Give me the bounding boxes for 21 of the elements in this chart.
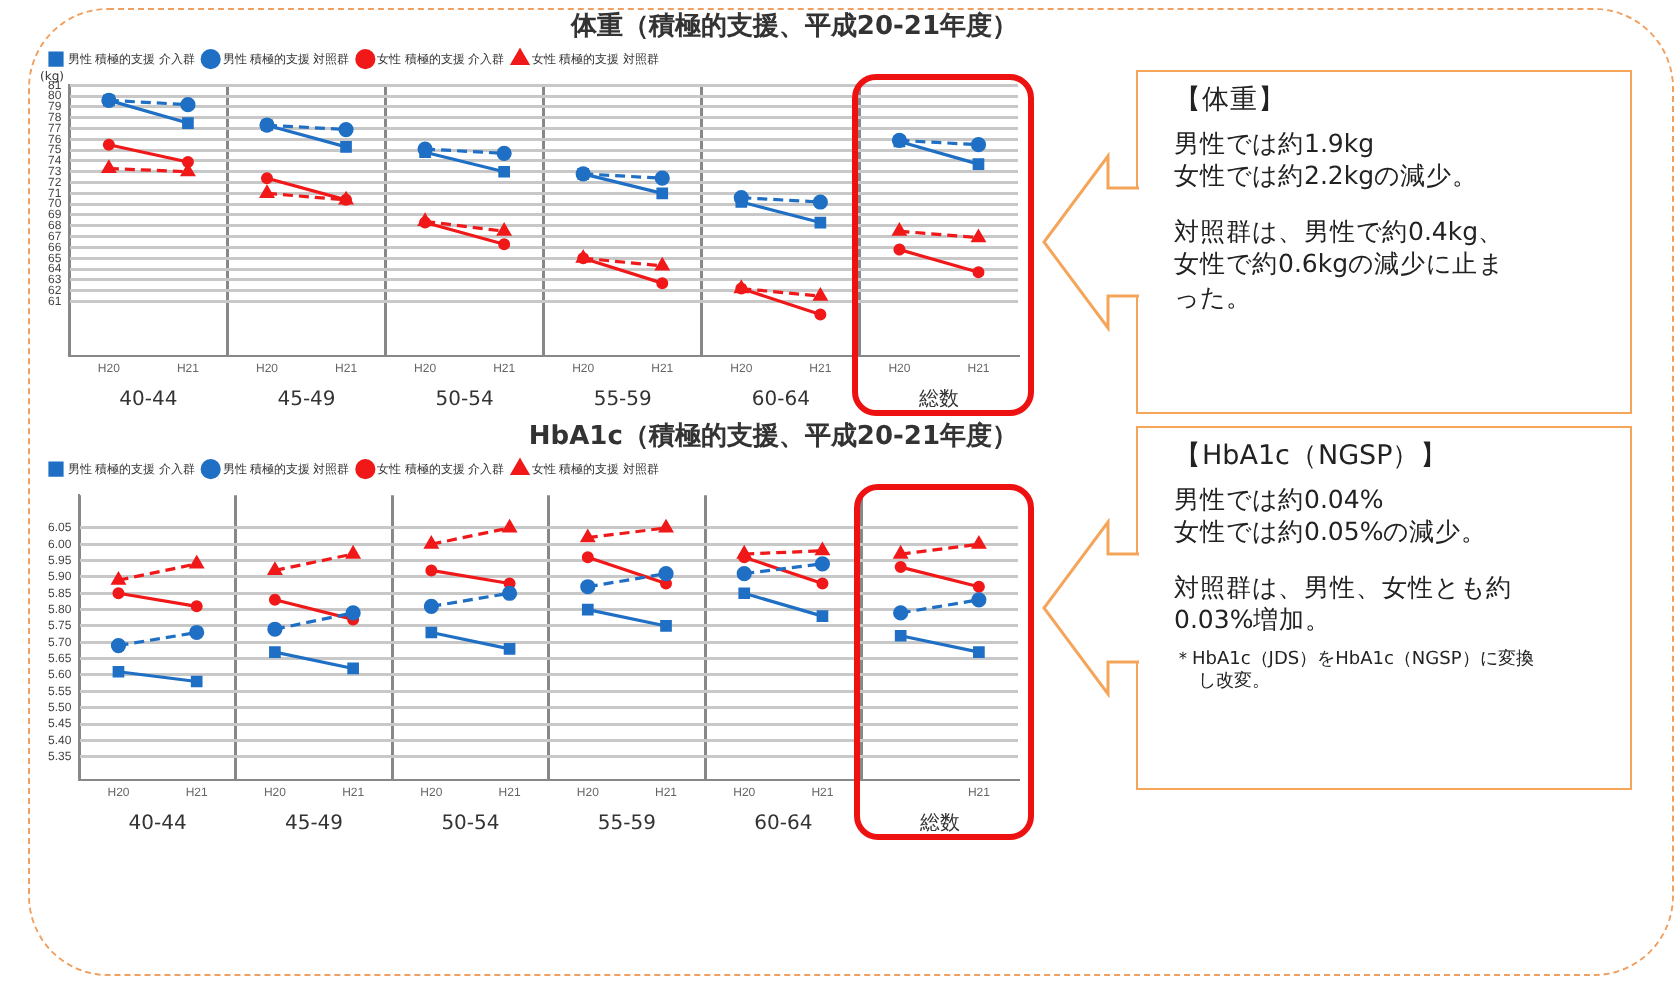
text: 総数 <box>916 386 959 411</box>
text: 60-64 <box>751 388 810 411</box>
chart-title: 体重（積極的支援、平成20-21年度） <box>568 10 1018 43</box>
text: 総数 <box>917 810 960 835</box>
text: 50-54 <box>441 812 500 835</box>
text: ＊HbA1c（JDS）をHbA1c（NGSP）に変換し改変。 <box>1174 649 1536 696</box>
text: 60-64 <box>754 812 813 835</box>
text: 40-44 <box>128 812 187 835</box>
text: 40-44 <box>119 388 178 411</box>
text: 55-59 <box>593 388 652 411</box>
text: 50-54 <box>435 388 494 411</box>
text: 55-59 <box>597 812 656 835</box>
text: 45-49 <box>284 812 344 835</box>
chart-title: HbA1c（積極的支援、平成20-21年度） <box>528 420 1018 453</box>
text: 対照群は、男性、女性とも約0.03%増加。 <box>1174 572 1514 638</box>
text: 【体重】 <box>1174 84 1288 120</box>
text: 対照群は、男性で約0.4kg、女性で約0.6kgの減少に止まった。 <box>1174 216 1507 314</box>
text: 45-49 <box>277 388 336 411</box>
text: 【HbA1c（NGSP）】 <box>1174 440 1451 476</box>
text: 男性では約1.9kg 女性では約2.2kgの減少。 <box>1174 127 1481 193</box>
text: 男性では約0.04% 女性では約0.05%の減少。 <box>1174 483 1490 549</box>
